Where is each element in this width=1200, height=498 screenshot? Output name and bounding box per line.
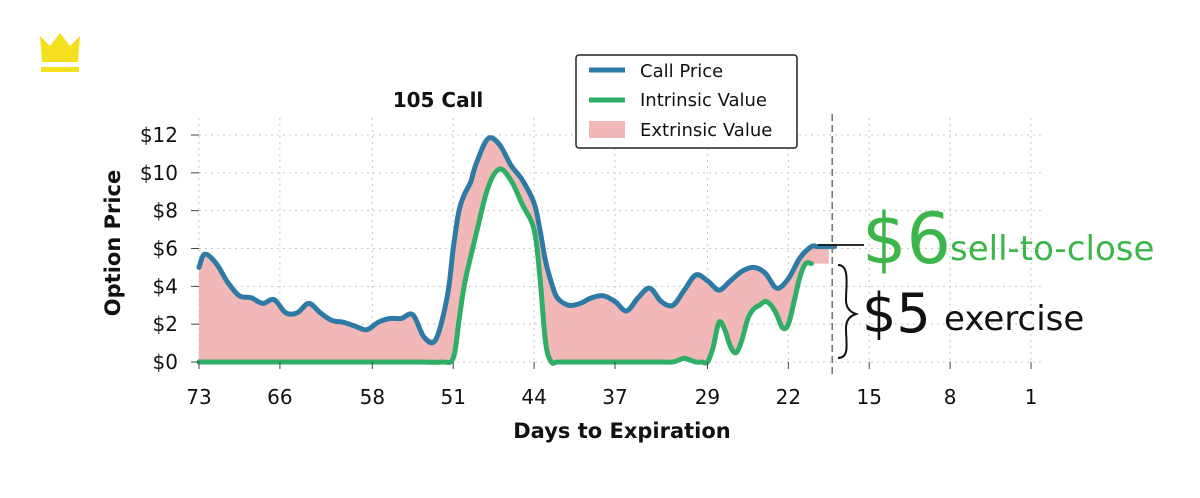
legend-extrinsic-swatch <box>589 121 625 138</box>
x-tick-label: 44 <box>521 385 546 409</box>
sell-to-close-label: sell-to-close <box>950 229 1154 269</box>
x-ticks: 73 66 58 51 44 37 29 22 15 8 1 <box>186 362 1037 409</box>
crown-icon <box>40 33 80 72</box>
y-tick-label: $12 <box>140 123 178 147</box>
legend-extrinsic-value: Extrinsic Value <box>640 120 772 141</box>
call-price-line <box>196 135 838 346</box>
y-tick-label: $8 <box>153 199 178 223</box>
x-tick-label: 66 <box>267 385 292 409</box>
x-tick-label: 51 <box>440 385 465 409</box>
exercise-label: exercise <box>944 299 1084 339</box>
x-tick-label: 29 <box>695 385 720 409</box>
y-axis-label: Option Price <box>101 170 125 316</box>
chart-title: 105 Call <box>393 88 484 112</box>
y-tick-label: $10 <box>140 161 178 185</box>
x-tick-label: 8 <box>944 385 957 409</box>
legend: Call Price Intrinsic Value Extrinsic Val… <box>575 54 798 149</box>
x-tick-label: 73 <box>186 385 211 409</box>
x-tick-label: 37 <box>602 385 627 409</box>
y-ticks: $0 $2 $4 $6 $8 $10 $12 <box>140 123 199 374</box>
exercise-value-label: $5 <box>862 282 931 345</box>
sell-value-label: $6 <box>862 198 951 280</box>
y-tick-label: $4 <box>153 274 178 298</box>
legend-intrinsic-value: Intrinsic Value <box>640 90 767 111</box>
y-tick-label: $6 <box>153 237 178 261</box>
legend-call-price: Call Price <box>640 61 723 82</box>
plot-area <box>196 114 838 376</box>
annotations: $6 sell-to-close $5 exercise <box>818 198 1154 359</box>
y-tick-label: $0 <box>153 350 178 374</box>
x-tick-label: 15 <box>856 385 881 409</box>
x-tick-label: 22 <box>776 385 801 409</box>
exercise-brace <box>837 264 860 359</box>
x-axis-label: Days to Expiration <box>513 419 731 443</box>
x-tick-label: 58 <box>360 385 385 409</box>
x-tick-label: 1 <box>1025 385 1038 409</box>
y-tick-label: $2 <box>153 312 178 336</box>
